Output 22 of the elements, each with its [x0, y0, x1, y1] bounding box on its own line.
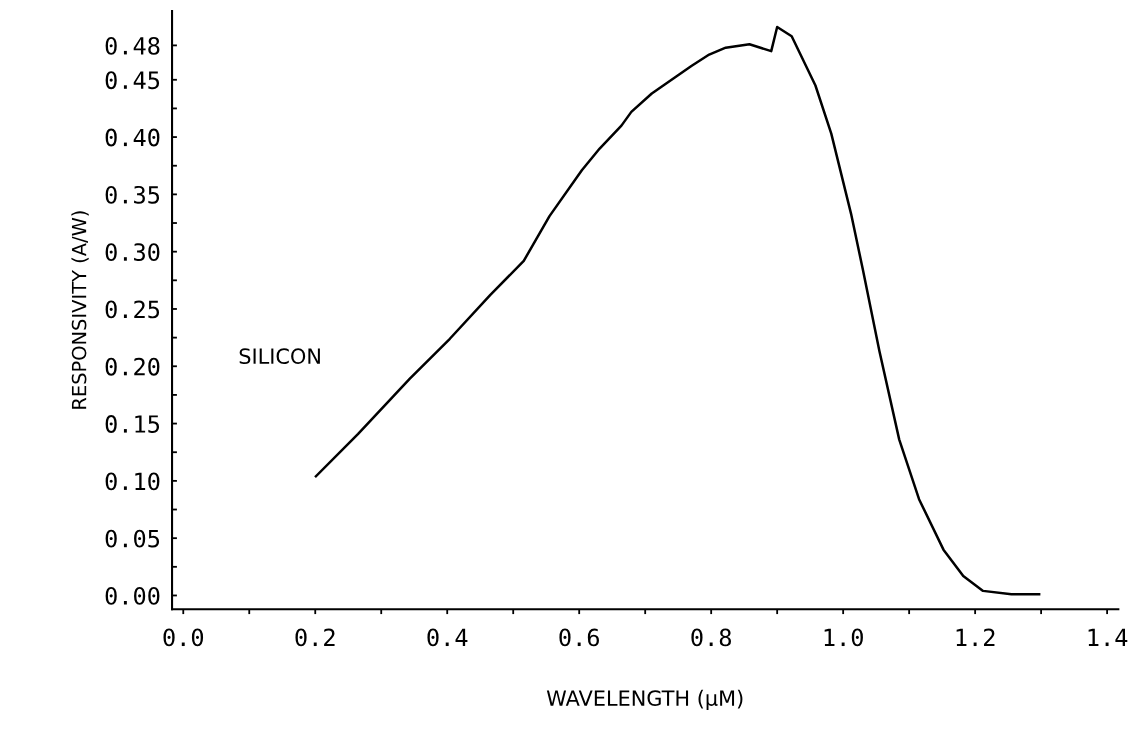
y-tick-label: 0.30 [105, 243, 160, 262]
annotation: SILICON [239, 348, 320, 365]
y-tick-label: 0.40 [105, 128, 160, 147]
x-axis-title: WAVELENGTH (μM) [546, 689, 743, 710]
y-tick-label: 0.25 [105, 300, 160, 319]
y-tick-label: 0.15 [105, 415, 160, 433]
x-tick-label: 0.0 [163, 628, 204, 647]
y-tick-label: 0.10 [105, 472, 160, 491]
y-tick-label: 0.00 [105, 586, 160, 605]
x-tick-label: 0.8 [691, 628, 731, 647]
y-tick-label: 0.20 [105, 357, 160, 376]
x-tick-label: 1.0 [824, 628, 863, 647]
y-tick-label: 0.05 [105, 529, 160, 548]
x-tick-label: 0.6 [559, 628, 599, 647]
y-tick-label: 0.35 [105, 185, 160, 204]
x-tick-label: 1.4 [1088, 628, 1128, 647]
x-tick-label: 0.4 [427, 628, 468, 647]
x-tick-label: 0.2 [295, 628, 335, 647]
x-tick-label: 1.2 [956, 628, 995, 647]
y-tick-label: 0.45 [105, 71, 160, 90]
y-tick-label: 0.48 [105, 36, 160, 55]
y-axis-title: RESPONSIVITY (A/W) [71, 211, 89, 409]
